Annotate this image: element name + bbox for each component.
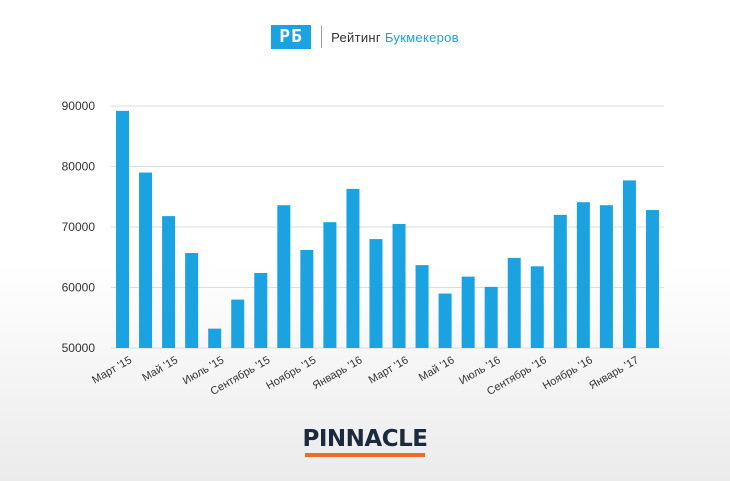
y-tick-label: 60000 (62, 281, 96, 295)
bar (185, 253, 199, 348)
bar (208, 328, 222, 348)
x-tick-label: Январь '17 (587, 354, 641, 392)
bar (599, 205, 613, 348)
bar (576, 202, 590, 348)
bar (438, 293, 452, 348)
header-divider (321, 26, 323, 48)
x-tick-label: Ноябрь '15 (264, 354, 318, 392)
bar (254, 272, 268, 348)
x-tick-label: Январь '16 (311, 354, 365, 392)
bar (622, 180, 636, 348)
x-tick-label: Май '16 (417, 354, 457, 384)
bar (300, 249, 314, 348)
pinnacle-logo: PINNACLE (0, 427, 730, 457)
brand-title: Рейтинг Букмекеров (331, 30, 459, 45)
x-tick-label: Май '15 (140, 354, 180, 384)
bar (231, 299, 245, 348)
bar (346, 188, 360, 348)
bar (415, 265, 429, 348)
bar (323, 222, 337, 348)
y-tick-label: 70000 (62, 220, 96, 234)
bar (484, 286, 498, 348)
x-tick-label: Ноябрь '16 (541, 354, 595, 392)
bar (162, 216, 176, 348)
brand-title-part2: Букмекеров (384, 29, 459, 45)
bar (392, 223, 406, 348)
bar (116, 110, 130, 348)
pinnacle-underline (305, 453, 425, 457)
bar (645, 210, 659, 348)
bar (369, 239, 383, 348)
pinnacle-wordmark: PINNACLE (302, 426, 428, 452)
header: РБ Рейтинг Букмекеров (0, 22, 730, 52)
rb-logo: РБ (271, 25, 312, 49)
bar (507, 257, 521, 348)
brand-title-part1: Рейтинг (331, 29, 385, 45)
x-tick-label: Март '15 (90, 354, 134, 386)
bar (277, 205, 291, 348)
y-axis-ticks: 50000 60000 70000 80000 90000 (62, 99, 96, 355)
gridlines (111, 105, 664, 349)
y-tick-label: 80000 (62, 160, 96, 174)
bar (461, 276, 475, 348)
bar (530, 266, 544, 348)
bars (116, 110, 659, 348)
x-tick-label: Март '16 (367, 354, 411, 386)
y-tick-label: 90000 (62, 99, 96, 113)
bar (139, 172, 153, 348)
bar (553, 214, 567, 348)
y-tick-label: 50000 (62, 341, 96, 355)
